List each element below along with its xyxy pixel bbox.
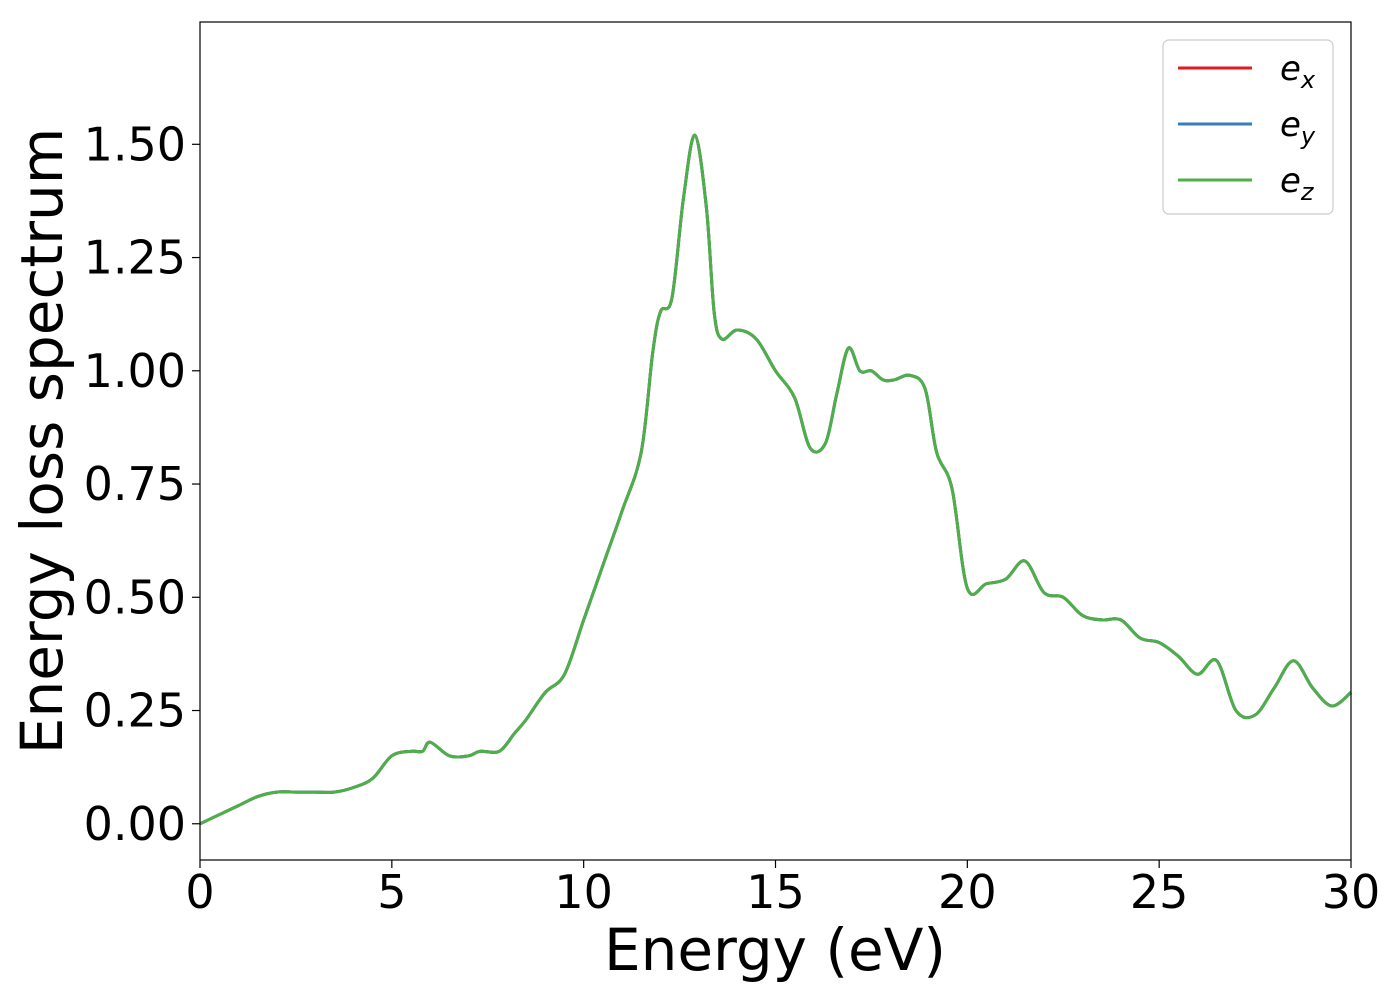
plot-area [200, 22, 1351, 860]
x-tick-label: 10 [554, 865, 613, 919]
legend-label-subscript: z [1300, 178, 1315, 206]
legend-label-subscript: x [1300, 66, 1316, 94]
x-axis-ticks: 0 5 10 15 20 25 30 [185, 860, 1380, 919]
legend-label-ex: ex [1280, 49, 1316, 94]
y-tick-label: 1.25 [84, 231, 186, 285]
y-axis-ticks: 0.00 0.25 0.50 0.75 1.00 1.25 1.50 [84, 117, 200, 851]
legend-box [1162, 39, 1334, 215]
y-tick-label: 0.50 [84, 570, 186, 624]
legend-label-base: e [1280, 49, 1301, 89]
x-tick-label: 20 [938, 865, 997, 919]
y-tick-label: 1.50 [84, 117, 186, 171]
x-tick-label: 5 [377, 865, 406, 919]
legend-label-ey: ey [1280, 105, 1316, 150]
y-tick-label: 0.75 [84, 457, 186, 511]
y-tick-label: 0.00 [84, 797, 186, 851]
x-axis-label: Energy (eV) [604, 916, 946, 984]
y-tick-label: 0.25 [84, 684, 186, 738]
x-tick-label: 15 [746, 865, 805, 919]
series-layer [199, 133, 1352, 826]
legend-label-base: e [1280, 161, 1301, 201]
series-line-ez [199, 133, 1352, 826]
y-axis-label: Energy loss spectrum [8, 128, 76, 754]
legend-label-base: e [1280, 105, 1301, 145]
x-tick-label: 25 [1130, 865, 1189, 919]
legend-label-subscript: y [1300, 122, 1316, 150]
x-tick-label: 0 [185, 865, 214, 919]
legend-label-ez: ez [1280, 161, 1315, 206]
y-tick-label: 1.00 [84, 344, 186, 398]
x-tick-label: 30 [1322, 865, 1381, 919]
